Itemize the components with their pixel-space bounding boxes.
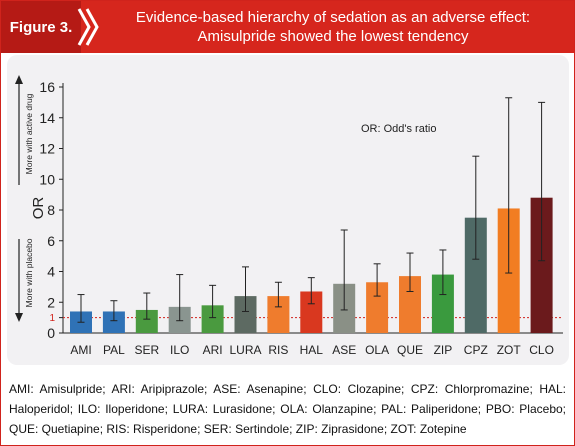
x-tick-label-pal: PAL [103, 343, 125, 357]
y-tick-label: 4 [47, 264, 55, 280]
figure-title: Evidence-based hierarchy of sedation as … [97, 1, 569, 53]
x-tick-label-ase: ASE [332, 343, 356, 357]
y-tick-label: 0 [47, 325, 55, 341]
x-tick-label-ser: SER [134, 343, 159, 357]
bar-ris [267, 296, 290, 333]
x-tick-label-ola: OLA [365, 343, 389, 357]
figure-label: Figure 3. [1, 1, 81, 53]
bar-clo [530, 197, 553, 333]
y-tick-label: 1 [49, 313, 55, 324]
bar-lura [234, 296, 257, 333]
bar-ola [366, 282, 389, 333]
x-tick-label-hal: HAL [300, 343, 324, 357]
abbreviation-legend-box [1, 365, 574, 445]
x-tick-label-zot: ZOT [497, 343, 522, 357]
arrow-down-icon [15, 313, 23, 322]
x-tick-label-que: QUE [397, 343, 423, 357]
y-tick-label: 2 [47, 294, 55, 310]
bar-hal [300, 291, 323, 333]
y-tick-label: 10 [39, 171, 55, 187]
x-tick-label-cpz: CPZ [464, 343, 488, 357]
x-tick-label-lura: LURA [229, 343, 261, 357]
y-tick-label: 14 [39, 110, 55, 126]
y-tick-label: 6 [47, 233, 55, 249]
arrow-up-icon [15, 75, 23, 84]
arrow-up-label: More with active drug [24, 93, 34, 174]
figure-header: Figure 3. Evidence-based hierarchy of se… [1, 1, 574, 53]
bar-que [399, 276, 421, 333]
bar-pal [102, 311, 125, 333]
chevron-icon [77, 8, 99, 46]
x-tick-label-ari: ARI [203, 343, 223, 357]
y-tick-label: 12 [39, 141, 55, 157]
x-tick-label-ami: AMI [70, 343, 91, 357]
arrow-down-label: More with placebo [24, 238, 34, 307]
x-tick-label-ilo: ILO [170, 343, 189, 357]
figure-title-line2: Amisulpride showed the lowest tendency [197, 28, 469, 45]
abbreviation-legend: AMI: Amisulpride; ARI: Aripiprazole; ASE… [9, 382, 566, 436]
x-tick-label-clo: CLO [529, 343, 554, 357]
bar-ser [135, 309, 158, 333]
x-tick-label-ris: RIS [268, 343, 288, 357]
x-tick-label-zip: ZIP [434, 343, 453, 357]
y-tick-label: 16 [39, 79, 55, 95]
bar-ari [201, 305, 224, 333]
y-tick-label: 8 [47, 202, 55, 218]
bar-cpz [464, 217, 487, 333]
bar-zip [431, 274, 454, 333]
figure-title-line1: Evidence-based hierarchy of sedation as … [135, 9, 531, 26]
annotation-text: OR: Odd's ratio [361, 123, 436, 135]
y-axis-title: OR [30, 197, 47, 220]
